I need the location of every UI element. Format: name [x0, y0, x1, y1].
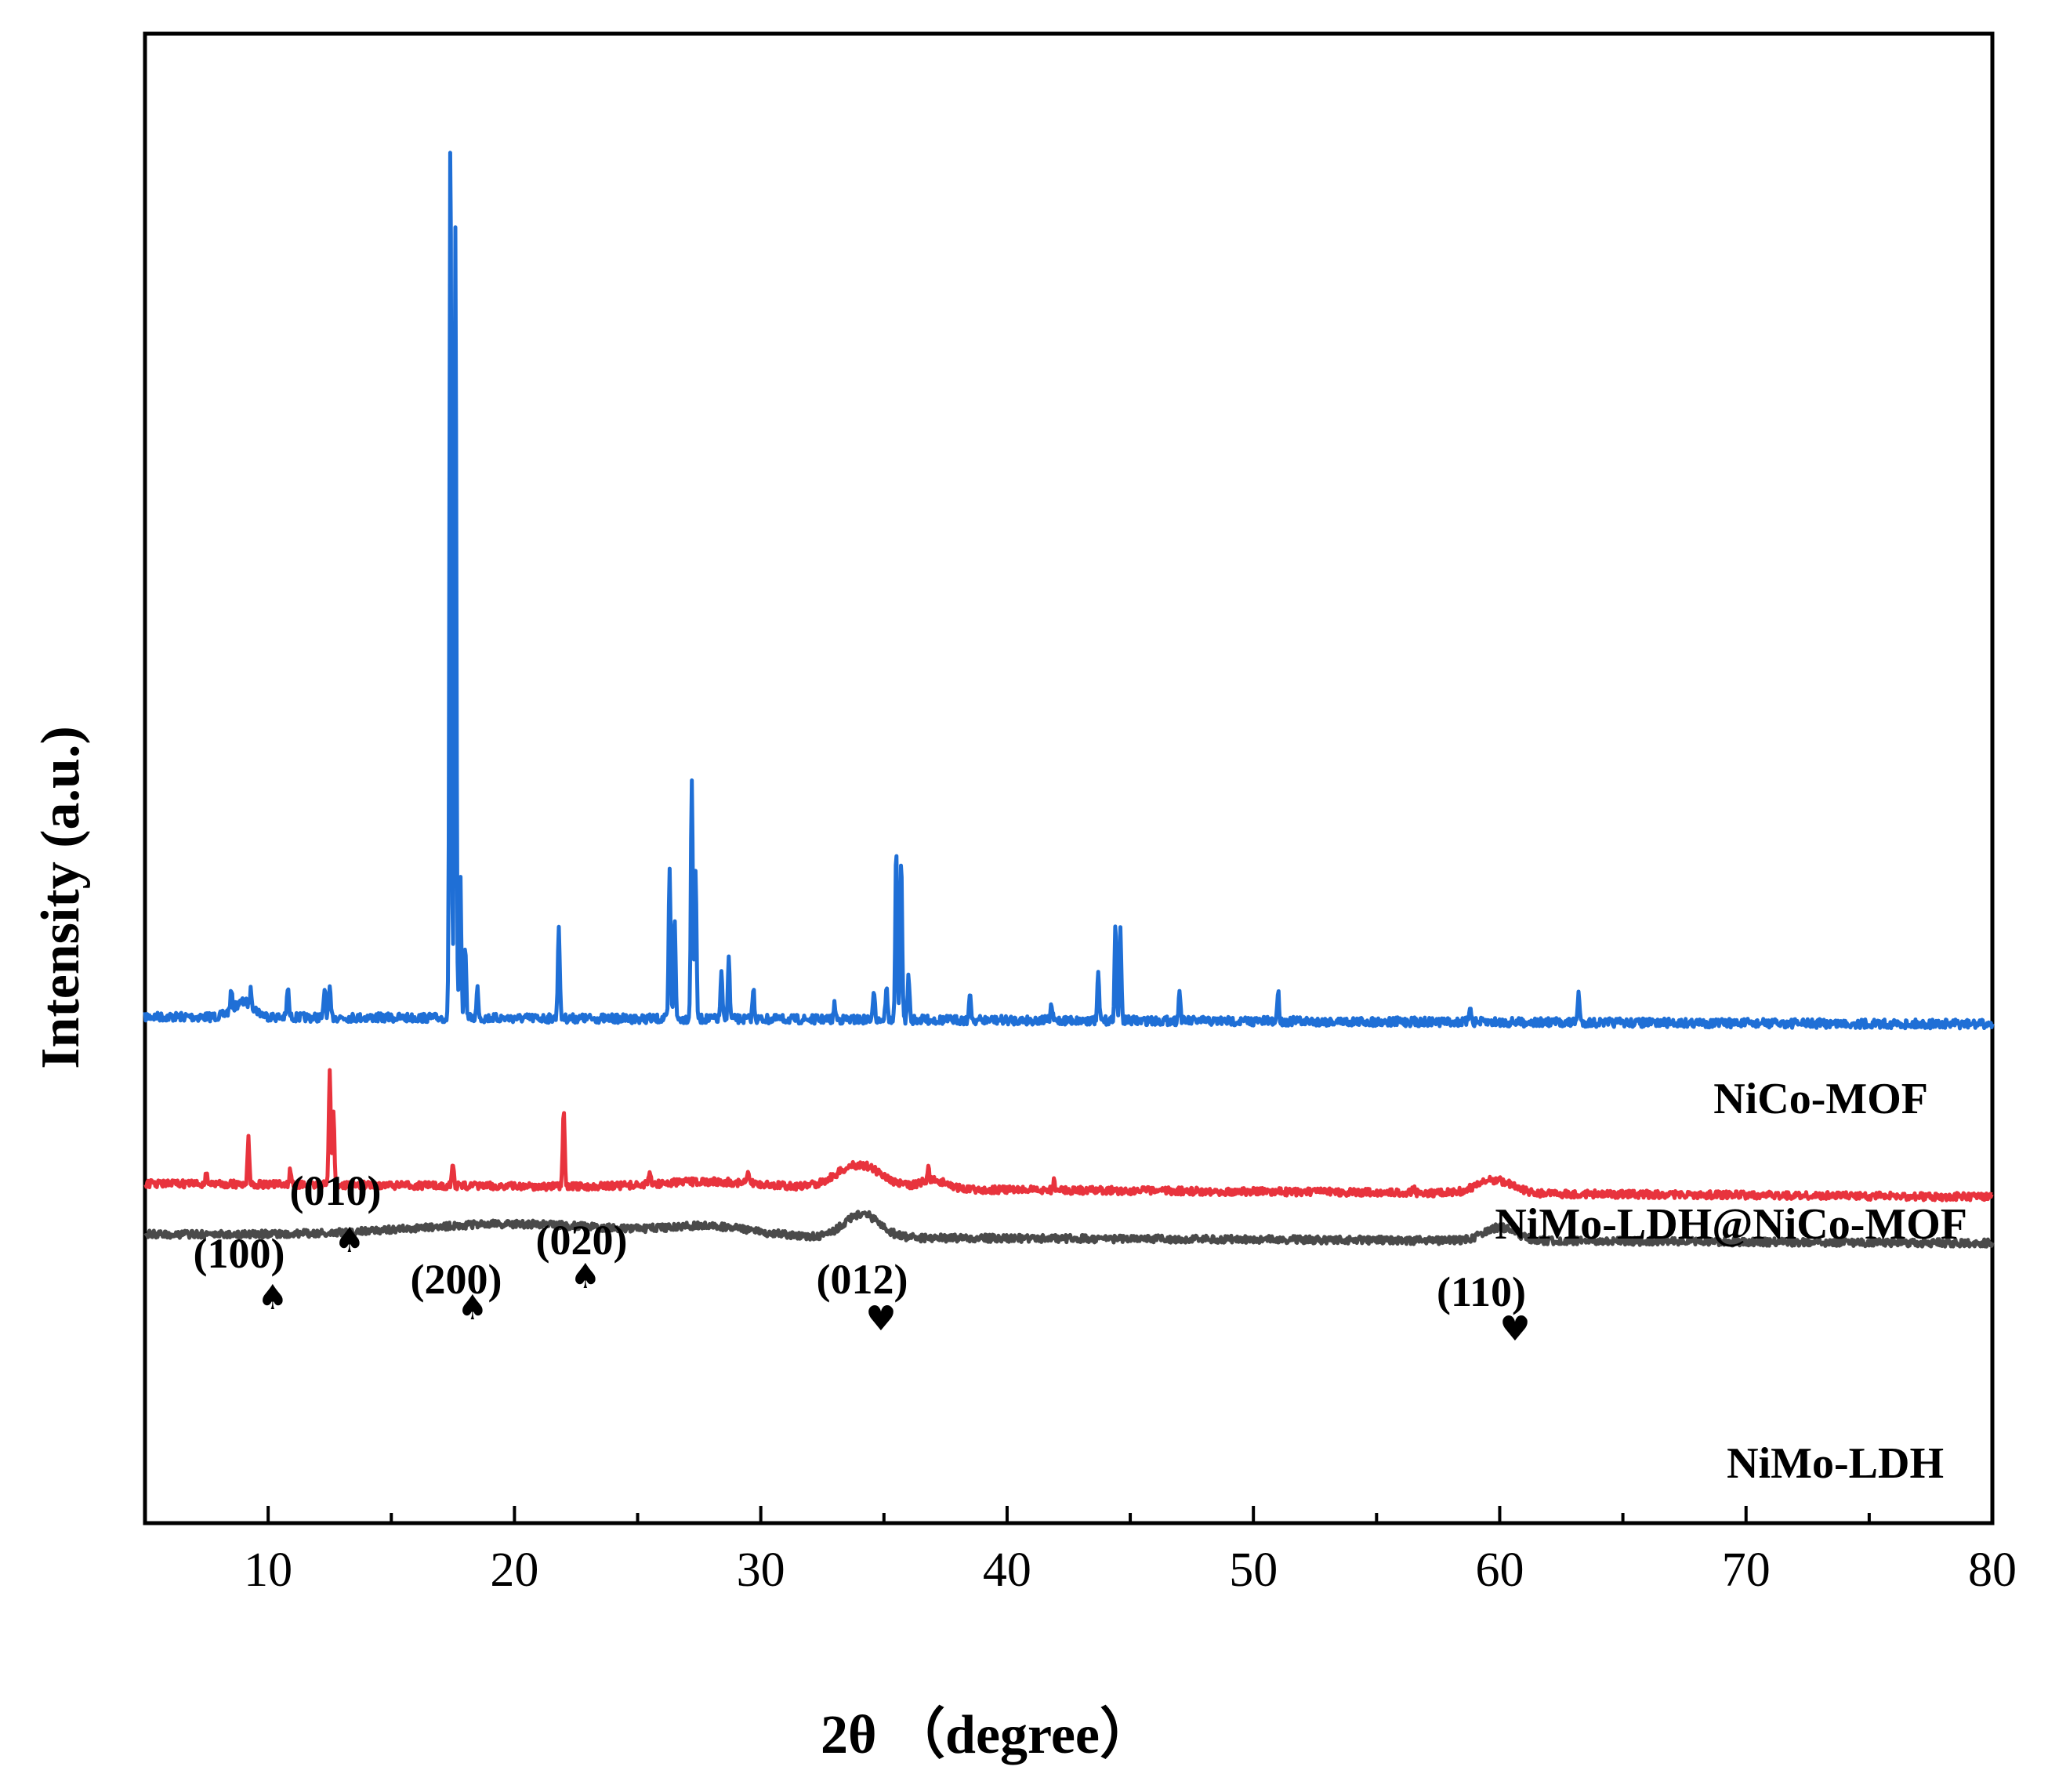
- peak-label-020: (020): [536, 1217, 628, 1264]
- y-axis-title: Intensity (a.u.): [31, 726, 91, 1069]
- series-label-nico-mof: NiCo-MOF: [1713, 1075, 1928, 1123]
- x-tick-label: 60: [1475, 1544, 1524, 1597]
- x-tick-label: 70: [1722, 1544, 1771, 1597]
- series-line-3: [143, 1210, 1995, 1249]
- x-tick-label: 40: [983, 1544, 1031, 1597]
- peak-label-110: (110): [1437, 1268, 1526, 1315]
- peak-label-012: (012): [817, 1256, 908, 1303]
- spade-marker-icon: ♠: [257, 1278, 288, 1318]
- heart-marker-icon: ♥: [1499, 1309, 1530, 1349]
- x-tick-label: 50: [1229, 1544, 1278, 1597]
- series-label-nimo-ldh: NiMo-LDH: [1727, 1439, 1944, 1488]
- series-label-nimo-ldh-nico-mof: NiMo-LDH@NiCo-MOF: [1495, 1200, 1967, 1249]
- series-lines: [143, 151, 1995, 1249]
- x-tick-label: 10: [244, 1544, 292, 1597]
- x-tick-label: 80: [1968, 1544, 2017, 1597]
- spade-marker-icon: ♠: [457, 1288, 488, 1328]
- x-axis-tick-labels: 10 20 30 40 50 60 70 80: [244, 1544, 2017, 1597]
- x-tick-label: 30: [737, 1544, 785, 1597]
- x-axis-ticks: [143, 1506, 1994, 1523]
- peak-label-010: (010): [290, 1167, 382, 1214]
- heart-marker-icon: ♥: [865, 1299, 896, 1339]
- peak-label-100: (100): [194, 1230, 285, 1277]
- series-line-2: [143, 1068, 1994, 1203]
- spade-marker-icon: ♠: [334, 1221, 364, 1261]
- spade-marker-icon: ♠: [570, 1257, 600, 1297]
- series-line-1: [143, 151, 1995, 1031]
- x-tick-label: 20: [490, 1544, 538, 1597]
- plot-frame: [143, 31, 1995, 1525]
- x-axis-title: 2θ （degree）: [821, 1704, 1154, 1765]
- peak-label-200: (200): [411, 1256, 502, 1303]
